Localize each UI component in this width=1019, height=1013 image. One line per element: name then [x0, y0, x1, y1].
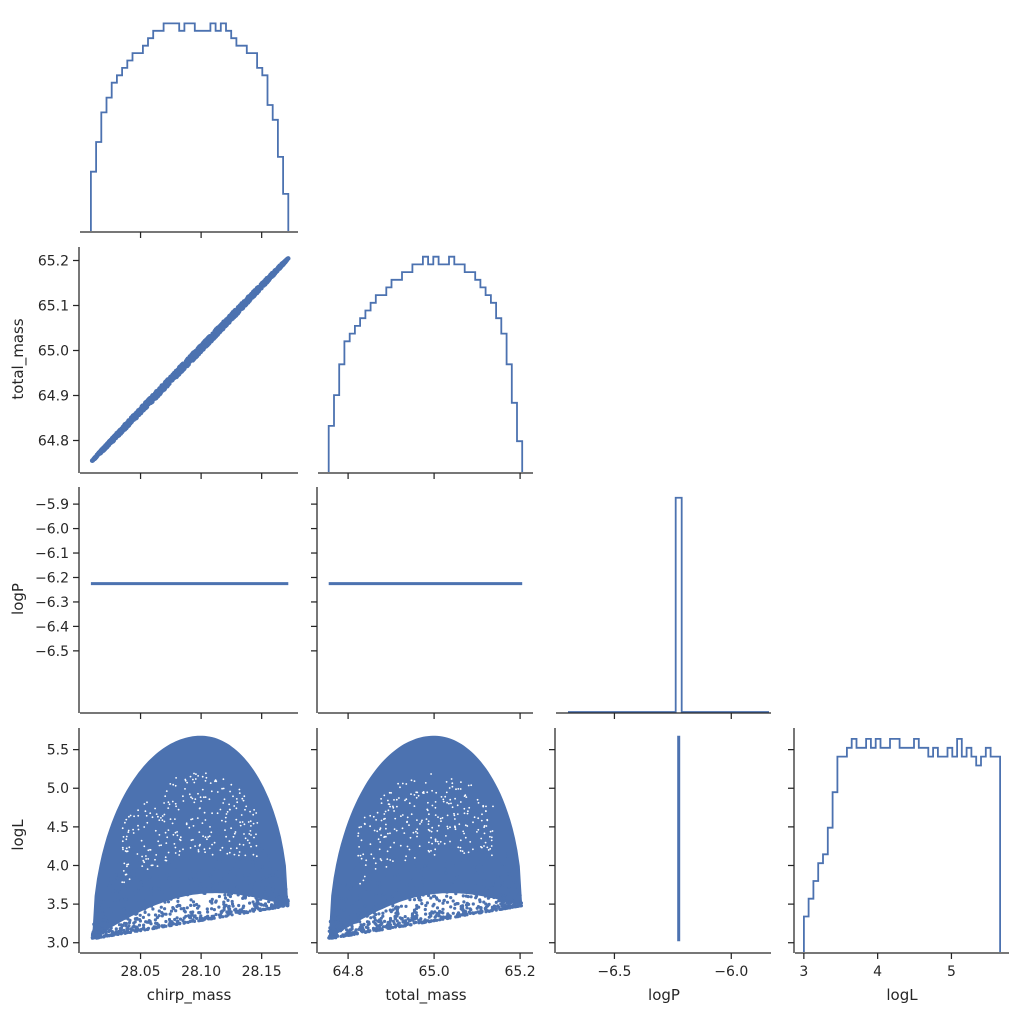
y-axis-label-logL: logL	[9, 819, 27, 851]
x-axis-label-logL: logL	[886, 986, 918, 1004]
xtick-label-chirp-mass-1: 28.10	[181, 964, 221, 980]
ytick-label-total-mass-1: 64.9	[38, 389, 69, 405]
hist-total_mass	[327, 255, 524, 472]
ytick-label-logP-0: −5.9	[35, 497, 69, 513]
xtick-label-total-mass-1: 65.0	[419, 964, 450, 980]
xtick-label-logL-2: 5	[947, 964, 956, 980]
plot-layer	[89, 22, 1001, 952]
ytick-label-logP-6: −6.5	[35, 644, 69, 660]
xtick-label-chirp-mass-0: 28.05	[121, 964, 161, 980]
x-axis-label-total-mass: total_mass	[385, 986, 466, 1005]
xtick-label-total-mass-0: 64.8	[333, 964, 364, 980]
ytick-label-logL-0: 3.0	[47, 936, 69, 952]
ytick-label-logL-4: 5.0	[47, 781, 69, 797]
ytick-label-logL-2: 4.0	[47, 858, 69, 874]
xtick-label-total-mass-2: 65.2	[505, 964, 536, 980]
ytick-label-logP-3: −6.2	[35, 570, 69, 586]
text-layer: 64.8 64.9 65.0 65.1 65.2 −5.9 −6.0 −6.1 −6.2 −6.3…	[35, 254, 956, 981]
scatter-logL-vs-chirp-mass	[90, 735, 290, 940]
ytick-label-total-mass-0: 64.8	[38, 434, 69, 450]
hist-chirp_mass	[90, 22, 290, 231]
ytick-label-logL-5: 5.5	[47, 743, 69, 759]
y-axis-label-total-mass: total_mass	[9, 318, 28, 399]
xtick-label-logL-1: 4	[873, 964, 882, 980]
xtick-label-logL-0: 3	[799, 964, 808, 980]
ytick-label-logP-5: −6.4	[35, 619, 69, 635]
ytick-label-logP-2: −6.1	[35, 546, 69, 562]
ytick-label-total-mass-2: 65.0	[38, 344, 69, 360]
x-axis-label-chirp-mass: chirp_mass	[147, 986, 232, 1005]
hist-logL	[803, 738, 1001, 952]
scatter-logL-vs-total-mass	[327, 735, 524, 940]
ytick-label-logP-1: −6.0	[35, 522, 69, 538]
hist-logP	[568, 496, 769, 713]
axes-layer	[73, 231, 1009, 959]
ytick-label-total-mass-4: 65.2	[38, 254, 69, 270]
xtick-label-logP-0: −6.5	[597, 964, 631, 980]
ytick-label-logL-1: 3.5	[47, 897, 69, 913]
x-axis-label-logP: logP	[648, 986, 680, 1004]
y-axis-label-logP: logP	[9, 583, 27, 615]
ytick-label-logP-4: −6.3	[35, 595, 69, 611]
scatter-total-mass-vs-chirp-mass	[89, 256, 291, 463]
xtick-label-chirp-mass-2: 28.15	[242, 964, 282, 980]
ytick-label-logL-3: 4.5	[47, 820, 69, 836]
ytick-label-total-mass-3: 65.1	[38, 299, 69, 315]
xtick-label-logP-1: −6.0	[714, 964, 748, 980]
